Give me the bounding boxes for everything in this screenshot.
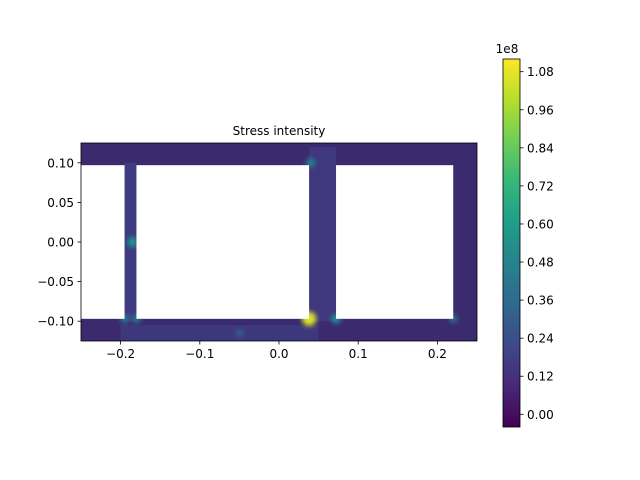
hole-2 bbox=[336, 165, 454, 319]
colorbar-tick-label: 0.48 bbox=[527, 256, 554, 270]
y-tick-label: −0.05 bbox=[37, 275, 74, 289]
colorbar-tick-label: 0.96 bbox=[527, 103, 554, 117]
colorbar-axis: 0.00 0.12 0.24 0.36 0.48 0.60 0.72 0.84 0.96 1.08 bbox=[520, 65, 554, 422]
y-tick-label: 0.10 bbox=[47, 156, 74, 170]
colorbar-tick-label: 0.00 bbox=[527, 408, 554, 422]
stress-hotspot-7 bbox=[235, 328, 244, 338]
plot-area bbox=[81, 143, 477, 341]
colorbar-tick-label: 1.08 bbox=[527, 65, 554, 79]
x-tick-label: −0.1 bbox=[185, 347, 214, 361]
middle-web-shade bbox=[309, 146, 337, 322]
stress-hotspot-1 bbox=[127, 236, 138, 248]
bottom-flange-shade bbox=[120, 325, 319, 341]
x-tick-label: 0.1 bbox=[349, 347, 368, 361]
colorbar-tick-label: 0.60 bbox=[527, 217, 554, 231]
y-axis: 0.10 0.05 0.00 −0.05 −0.10 bbox=[37, 156, 81, 329]
colorbar-multiplier: 1e8 bbox=[496, 42, 519, 56]
colorbar bbox=[502, 58, 521, 428]
y-tick-label: −0.10 bbox=[37, 315, 74, 329]
x-tick-label: 0.2 bbox=[428, 347, 447, 361]
colorbar-tick-label: 0.36 bbox=[527, 294, 554, 308]
x-tick-label: −0.2 bbox=[106, 347, 135, 361]
chart-title: Stress intensity bbox=[233, 124, 326, 138]
colorbar-tick-label: 0.84 bbox=[527, 141, 554, 155]
hole-1 bbox=[136, 165, 310, 319]
x-axis: −0.2 −0.1 0.0 0.1 0.2 bbox=[106, 341, 447, 361]
y-tick-label: 0.00 bbox=[47, 236, 74, 250]
colorbar-tick-label: 0.24 bbox=[527, 332, 554, 346]
colorbar-tick-label: 0.72 bbox=[527, 179, 554, 193]
hole-0 bbox=[81, 165, 125, 319]
colorbar-tick-label: 0.12 bbox=[527, 370, 554, 384]
x-tick-label: 0.0 bbox=[269, 347, 288, 361]
y-tick-label: 0.05 bbox=[47, 196, 74, 210]
